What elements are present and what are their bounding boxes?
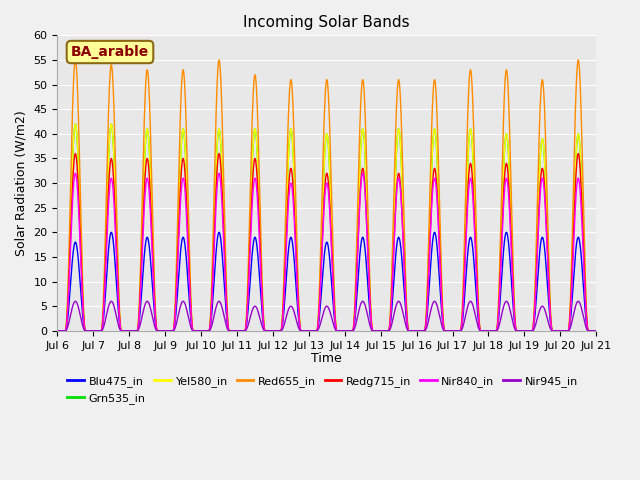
Text: BA_arable: BA_arable (71, 45, 149, 59)
Red655_in (404, 324, 412, 330)
Red655_in (497, 233, 504, 239)
Nir945_in (593, 328, 600, 334)
Grn535_in (593, 328, 600, 334)
Title: Incoming Solar Bands: Incoming Solar Bands (243, 15, 410, 30)
Blu475_in (497, 292, 504, 298)
Grn535_in (260, 315, 268, 321)
Yel580_in (456, 328, 463, 334)
Red655_in (54, 328, 61, 334)
Line: Redg715_in: Redg715_in (58, 154, 596, 331)
Nir840_in (593, 328, 600, 334)
Redg715_in (54, 328, 61, 334)
Red655_in (215, 57, 223, 63)
Yel580_in (593, 328, 600, 334)
Blu475_in (260, 322, 268, 328)
Nir840_in (404, 325, 412, 331)
Blu475_in (404, 326, 412, 332)
Redg715_in (404, 325, 412, 331)
Redg715_in (152, 312, 159, 318)
Blu475_in (456, 328, 463, 334)
Nir945_in (395, 299, 403, 304)
Redg715_in (215, 151, 223, 156)
Line: Red655_in: Red655_in (58, 60, 596, 331)
Nir840_in (259, 317, 267, 323)
Blu475_in (54, 328, 61, 334)
X-axis label: Time: Time (312, 352, 342, 365)
Yel580_in (108, 121, 115, 127)
Yel580_in (377, 328, 385, 334)
Grn535_in (152, 311, 159, 317)
Redg715_in (456, 328, 463, 334)
Red655_in (152, 303, 159, 309)
Nir945_in (259, 326, 267, 332)
Yel580_in (152, 311, 159, 317)
Redg715_in (497, 267, 504, 273)
Line: Grn535_in: Grn535_in (58, 124, 596, 331)
Grn535_in (456, 328, 463, 334)
Legend: Blu475_in, Grn535_in, Yel580_in, Red655_in, Redg715_in, Nir840_in, Nir945_in: Blu475_in, Grn535_in, Yel580_in, Red655_… (63, 372, 582, 408)
Grn535_in (377, 328, 385, 334)
Red655_in (377, 328, 385, 334)
Redg715_in (260, 317, 268, 323)
Nir945_in (377, 328, 385, 334)
Line: Nir840_in: Nir840_in (58, 173, 596, 331)
Yel580_in (260, 315, 268, 321)
Grn535_in (497, 256, 504, 262)
Yel580_in (54, 328, 61, 334)
Line: Yel580_in: Yel580_in (58, 124, 596, 331)
Grn535_in (404, 325, 412, 331)
Nir840_in (152, 313, 159, 319)
Nir945_in (54, 328, 61, 334)
Nir840_in (497, 272, 504, 278)
Grn535_in (54, 328, 61, 334)
Red655_in (260, 312, 268, 317)
Nir840_in (456, 328, 463, 334)
Nir840_in (54, 328, 61, 334)
Yel580_in (497, 256, 504, 262)
Y-axis label: Solar Radiation (W/m2): Solar Radiation (W/m2) (15, 110, 28, 256)
Nir840_in (377, 328, 385, 334)
Nir840_in (359, 170, 367, 176)
Nir945_in (404, 327, 412, 333)
Line: Blu475_in: Blu475_in (58, 232, 596, 331)
Red655_in (593, 328, 600, 334)
Yel580_in (404, 325, 412, 331)
Blu475_in (152, 320, 159, 326)
Redg715_in (377, 328, 385, 334)
Redg715_in (593, 328, 600, 334)
Nir945_in (456, 328, 463, 334)
Line: Nir945_in: Nir945_in (58, 301, 596, 331)
Blu475_in (108, 229, 115, 235)
Red655_in (456, 328, 463, 334)
Nir945_in (497, 317, 504, 323)
Grn535_in (108, 121, 115, 127)
Nir945_in (152, 325, 159, 331)
Blu475_in (377, 328, 385, 334)
Blu475_in (593, 328, 600, 334)
